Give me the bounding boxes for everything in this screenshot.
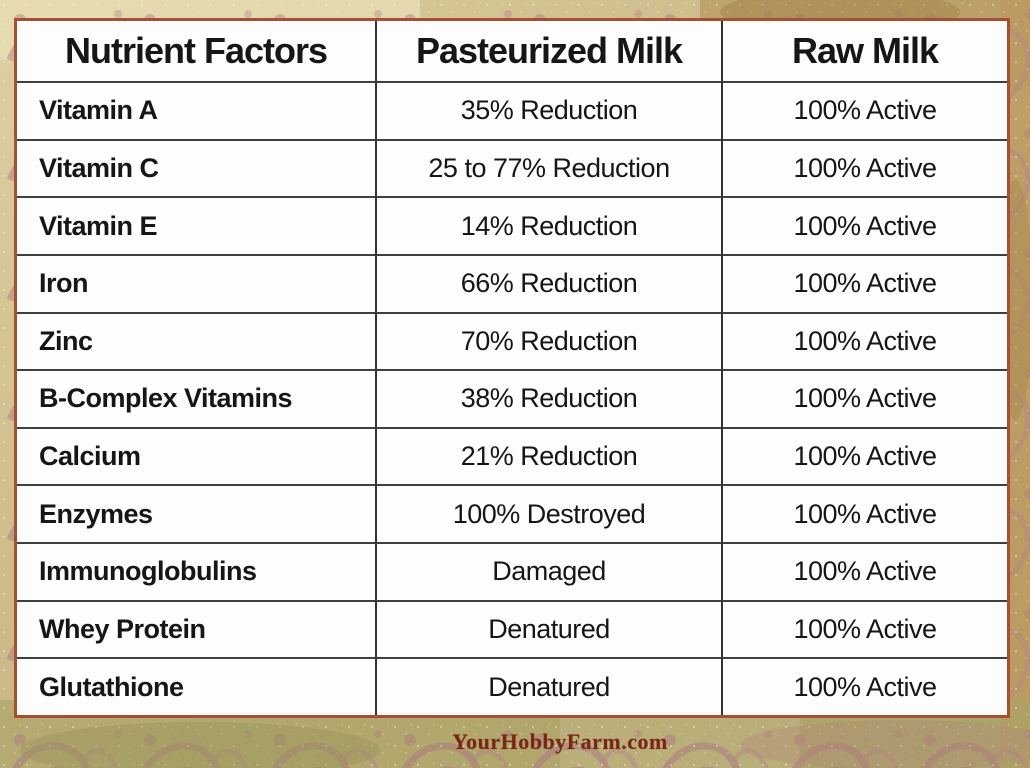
raw-value-cell: 100% Active [721, 253, 1007, 312]
raw-value-cell: 100% Active [721, 657, 1007, 715]
pasteurized-value-cell: Denatured [375, 657, 721, 715]
raw-value-cell: 100% Active [721, 81, 1007, 139]
nutrient-comparison-table: Nutrient Factors Pasteurized Milk Raw Mi… [14, 18, 1010, 718]
nutrient-cell: Immunoglobulins [17, 542, 375, 600]
pasteurized-value-cell: 35% Reduction [375, 81, 721, 139]
pasteurized-value-cell: 25 to 77% Reduction [375, 138, 721, 197]
header-cell-raw-milk: Raw Milk [721, 21, 1007, 81]
watermark: YourHobbyFarm.com [452, 729, 668, 754]
raw-value-cell: 100% Active [721, 138, 1007, 197]
pasteurized-value-cell: 38% Reduction [375, 369, 721, 427]
nutrient-cell: Enzymes [17, 484, 375, 543]
nutrient-cell: Whey Protein [17, 599, 375, 658]
pasteurized-value-cell: Damaged [375, 542, 721, 600]
nutrient-cell: Zinc [17, 311, 375, 370]
raw-value-cell: 100% Active [721, 542, 1007, 600]
nutrient-cell: B-Complex Vitamins [17, 369, 375, 427]
nutrient-cell: Vitamin E [17, 196, 375, 254]
raw-value-cell: 100% Active [721, 311, 1007, 370]
header-cell-pasteurized-milk: Pasteurized Milk [375, 21, 721, 81]
nutrient-cell: Vitamin C [17, 138, 375, 197]
raw-value-cell: 100% Active [721, 599, 1007, 658]
pasteurized-value-cell: 21% Reduction [375, 426, 721, 485]
raw-value-cell: 100% Active [721, 196, 1007, 254]
raw-value-cell: 100% Active [721, 484, 1007, 543]
nutrient-cell: Vitamin A [17, 81, 375, 139]
pasteurized-value-cell: Denatured [375, 599, 721, 658]
nutrient-cell: Glutathione [17, 657, 375, 715]
pasteurized-value-cell: 70% Reduction [375, 311, 721, 370]
nutrient-cell: Calcium [17, 426, 375, 485]
raw-value-cell: 100% Active [721, 369, 1007, 427]
pasteurized-value-cell: 66% Reduction [375, 253, 721, 312]
nutrient-cell: Iron [17, 253, 375, 312]
pasteurized-value-cell: 100% Destroyed [375, 484, 721, 543]
raw-value-cell: 100% Active [721, 426, 1007, 485]
header-cell-nutrient-factors: Nutrient Factors [17, 21, 375, 81]
pasteurized-value-cell: 14% Reduction [375, 196, 721, 254]
